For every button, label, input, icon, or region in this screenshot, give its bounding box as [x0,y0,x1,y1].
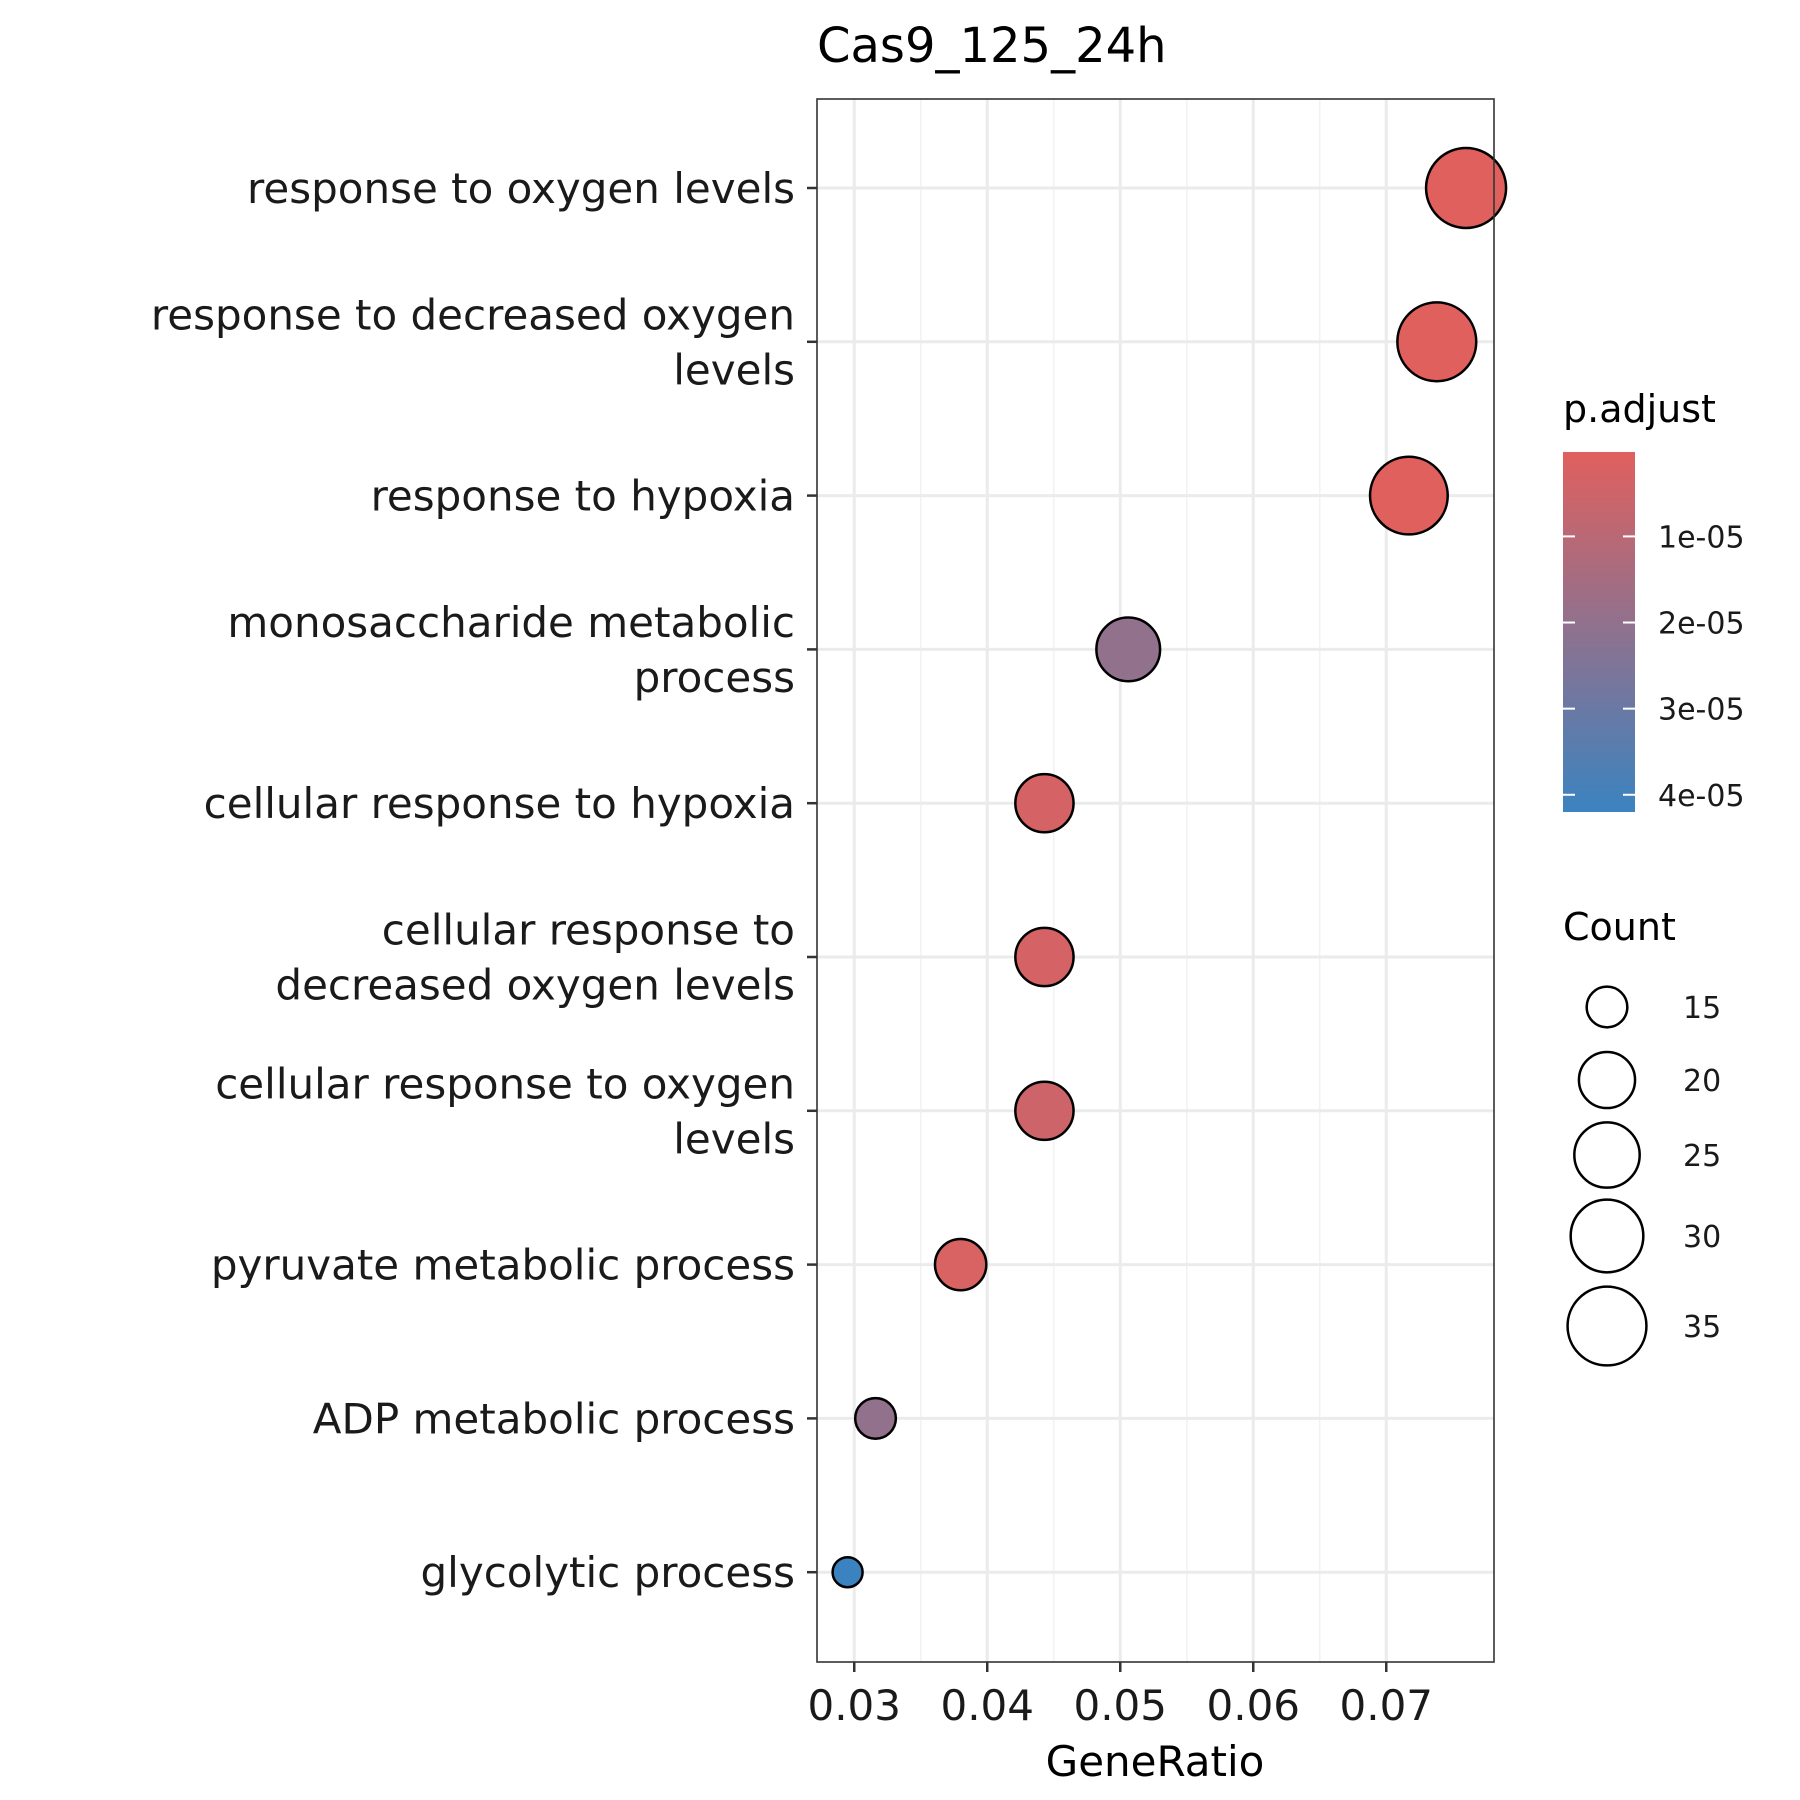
color-legend-label: 2e-05 [1658,607,1745,642]
color-legend-title: p.adjust [1563,387,1716,431]
size-legend-label: 20 [1683,1064,1721,1099]
panel-border [816,98,1495,1663]
size-legend-items: 15 20 25 30 35 [1566,985,1721,1367]
color-legend: p.adjust 1e-05 2e-05 3e-05 4e-05 [1563,387,1745,814]
size-legend-circle [1569,1198,1645,1274]
size-legend-label: 25 [1683,1139,1721,1174]
term-label: levels [673,345,795,394]
size-legend-circle [1566,1285,1648,1367]
color-legend-ticks: 1e-05 2e-05 3e-05 4e-05 [1563,520,1745,814]
color-legend-label: 4e-05 [1658,779,1745,814]
plot-panel [816,98,1508,1663]
y-axis: response to oxygen levels response to dec… [151,164,817,1597]
data-point [1014,1080,1075,1142]
size-legend-circle [1577,1050,1637,1110]
data-point [831,1555,864,1589]
x-tick-label: 0.07 [1340,1681,1434,1730]
panel-background [817,99,1494,1662]
term-label: cellular response to [382,906,795,955]
data-point [1014,926,1075,988]
size-legend-circle [1585,985,1629,1029]
color-legend-label: 1e-05 [1658,520,1745,555]
size-legend-label: 30 [1683,1220,1721,1255]
term-label: cellular response to hypoxia [204,779,795,828]
size-legend-title: Count [1563,905,1676,949]
x-axis-title: GeneRatio [1046,1737,1265,1786]
x-axis: 0.03 0.04 0.05 0.06 0.07 [807,1662,1433,1730]
data-point [853,1396,898,1440]
term-label: levels [673,1114,795,1163]
data-point [1368,455,1449,536]
term-label: response to decreased oxygen [151,290,795,339]
color-legend-bar [1563,452,1635,812]
term-label: response to oxygen levels [247,164,795,213]
term-label: glycolytic process [421,1548,795,1597]
data-point [933,1237,988,1292]
x-tick-label: 0.03 [807,1681,901,1730]
term-label: process [634,653,795,702]
term-label: ADP metabolic process [313,1394,795,1443]
size-legend-circle [1573,1121,1641,1189]
data-point [1095,616,1162,683]
data-point [1424,146,1508,230]
color-legend-label: 3e-05 [1658,693,1745,728]
size-legend: Count 15 20 25 30 35 [1563,905,1721,1367]
x-tick-label: 0.05 [1073,1681,1167,1730]
chart-title: Cas9_125_24h [817,18,1167,74]
term-label: decreased oxygen levels [275,961,795,1010]
x-tick-label: 0.04 [940,1681,1034,1730]
data-point [1396,301,1478,383]
size-legend-label: 15 [1683,991,1721,1026]
term-label: response to hypoxia [371,472,795,521]
term-label: cellular response to oxygen [215,1059,795,1108]
data-point [1014,772,1075,834]
size-legend-label: 35 [1683,1310,1721,1345]
data-points [831,146,1508,1589]
term-label: pyruvate metabolic process [211,1241,795,1290]
x-tick-label: 0.06 [1207,1681,1301,1730]
term-label: monosaccharide metabolic [227,598,795,647]
